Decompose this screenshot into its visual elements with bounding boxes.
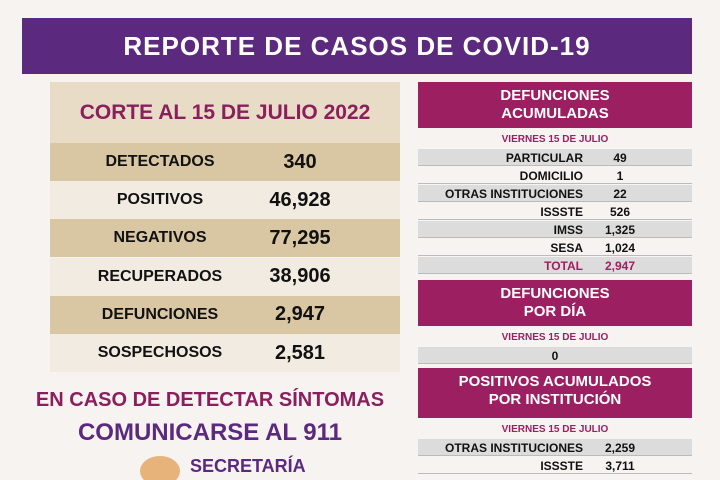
panel-row bbox=[418, 185, 692, 202]
panel-title-box bbox=[418, 368, 692, 418]
panel-title: POR INSTITUCIÓN bbox=[488, 390, 622, 408]
panel-title: ACUMULADAS bbox=[501, 104, 609, 122]
panel-label: DOMICILIO bbox=[519, 168, 583, 183]
panel-row bbox=[418, 239, 692, 256]
logo-text: SECRETARÍA bbox=[190, 456, 306, 476]
panel-value: 2,947 bbox=[604, 258, 636, 273]
panel-title-box bbox=[418, 82, 692, 128]
summary-row bbox=[50, 219, 400, 258]
panel-value: 0 bbox=[551, 348, 559, 363]
panel-label: SESA bbox=[550, 240, 583, 255]
summary-value: 38,906 bbox=[269, 265, 331, 288]
summary-value: 77,295 bbox=[269, 226, 331, 249]
panel-value: 526 bbox=[609, 204, 631, 219]
panel-date: VIERNES 15 DE JULIO bbox=[501, 423, 609, 435]
summary-value: 2,947 bbox=[274, 303, 326, 326]
panel-date: VIERNES 15 DE JULIO bbox=[501, 133, 609, 145]
summary-label: RECUPERADOS bbox=[97, 267, 223, 285]
panel-value: 2,259 bbox=[604, 440, 636, 455]
summary-label: DETECTADOS bbox=[105, 153, 215, 170]
summary-label: DEFUNCIONES bbox=[101, 305, 219, 323]
panel-value: 1,024 bbox=[604, 240, 636, 255]
cta-line2: COMUNICARSE AL 911 bbox=[77, 419, 343, 446]
panel-row bbox=[418, 167, 692, 184]
panel-label: TOTAL bbox=[544, 258, 583, 273]
panel-row bbox=[418, 203, 692, 220]
panel-title: DEFUNCIONES bbox=[500, 284, 610, 302]
panel-title-box bbox=[418, 280, 692, 326]
panel-value: 1 bbox=[616, 168, 624, 183]
panel-value: 22 bbox=[613, 186, 627, 201]
summary-row bbox=[50, 295, 400, 334]
panel-date: VIERNES 15 DE JULIO bbox=[501, 331, 609, 343]
summary-label: NEGATIVOS bbox=[113, 229, 207, 247]
panel-title: DEFUNCIONES bbox=[500, 86, 610, 104]
panel-row bbox=[418, 457, 692, 474]
panel-row bbox=[418, 439, 692, 456]
header-title: REPORTE DE CASOS DE COVID-19 bbox=[22, 18, 692, 74]
summary-row bbox=[50, 257, 400, 296]
cta-line1: EN CASO DE DETECTAR SÍNTOMAS bbox=[35, 388, 385, 411]
panel-label: ISSSTE bbox=[540, 204, 583, 219]
logo-icon bbox=[140, 456, 180, 480]
panel-row bbox=[418, 149, 692, 166]
panel-label: PARTICULAR bbox=[505, 150, 583, 165]
summary-value: 340 bbox=[283, 150, 317, 173]
summary-label: SOSPECHOSOS bbox=[97, 344, 223, 361]
summary-value: 46,928 bbox=[269, 188, 331, 211]
panel-value: 1,325 bbox=[604, 222, 636, 237]
summary-title: CORTE AL 15 DE JULIO 2022 bbox=[50, 82, 400, 143]
summary-row bbox=[50, 181, 400, 220]
panel-row bbox=[418, 257, 692, 274]
panel-value: 3,711 bbox=[605, 458, 635, 473]
summary-row bbox=[50, 143, 400, 181]
panel-row bbox=[418, 221, 692, 238]
panel-value: 49 bbox=[613, 150, 627, 165]
panel-row bbox=[418, 347, 692, 364]
panel-title: POSITIVOS ACUMULADOS bbox=[458, 372, 652, 390]
summary-value: 2,581 bbox=[274, 341, 326, 364]
panel-title: POR DÍA bbox=[523, 302, 587, 320]
panel-label: IMSS bbox=[553, 222, 583, 237]
panel-label: OTRAS INSTITUCIONES bbox=[444, 186, 583, 201]
panel-label: OTRAS INSTITUCIONES bbox=[444, 440, 583, 455]
summary-label: POSITIVOS bbox=[116, 191, 204, 209]
panel-label: ISSSTE bbox=[540, 458, 583, 473]
summary-row bbox=[50, 334, 400, 372]
